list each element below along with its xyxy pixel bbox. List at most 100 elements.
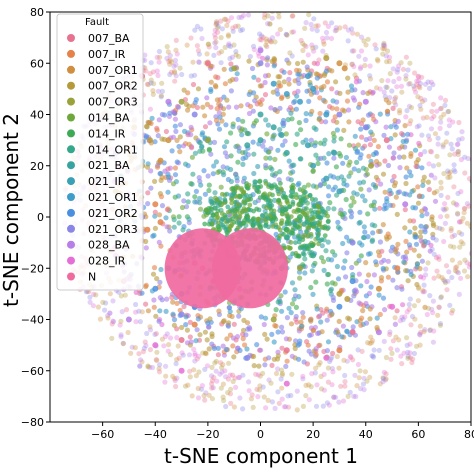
scatter-point bbox=[333, 25, 339, 31]
scatter-point bbox=[327, 104, 333, 110]
scatter-point bbox=[416, 83, 422, 89]
cluster-point bbox=[258, 224, 263, 230]
x-tick-label: 40 bbox=[359, 428, 373, 441]
scatter-point bbox=[347, 389, 353, 395]
cluster-point bbox=[230, 185, 236, 191]
scatter-point bbox=[287, 50, 293, 56]
scatter-point bbox=[250, 43, 257, 49]
scatter-point bbox=[456, 137, 462, 143]
scatter-point bbox=[255, 77, 261, 83]
scatter-point bbox=[371, 151, 377, 158]
series-point-007_IR bbox=[152, 201, 159, 208]
scatter-point bbox=[350, 357, 356, 363]
scatter-point bbox=[177, 134, 183, 140]
scatter-point bbox=[211, 374, 217, 381]
scatter-point bbox=[297, 275, 303, 281]
scatter-point bbox=[361, 224, 367, 230]
scatter-point bbox=[308, 384, 314, 390]
scatter-point bbox=[346, 316, 353, 322]
scatter-point bbox=[455, 151, 461, 158]
scatter-point bbox=[316, 362, 322, 368]
cluster-point bbox=[225, 218, 231, 224]
scatter-point bbox=[143, 343, 149, 349]
scatter-point bbox=[461, 210, 467, 216]
scatter-point bbox=[320, 39, 327, 45]
scatter-point bbox=[236, 53, 242, 60]
scatter-point bbox=[348, 83, 355, 89]
scatter-point bbox=[188, 73, 194, 79]
scatter-point bbox=[232, 375, 238, 381]
scatter-point bbox=[393, 194, 399, 200]
scatter-point bbox=[329, 354, 335, 360]
scatter-point bbox=[286, 76, 292, 82]
scatter-point bbox=[390, 338, 396, 344]
scatter-point bbox=[191, 367, 197, 373]
scatter-point bbox=[380, 222, 386, 228]
scatter-point bbox=[422, 304, 428, 311]
scatter-point bbox=[194, 23, 200, 29]
scatter-point bbox=[322, 99, 328, 105]
scatter-point bbox=[424, 211, 430, 217]
scatter-point bbox=[381, 42, 387, 48]
scatter-point bbox=[283, 363, 289, 369]
series-point-028_IR bbox=[152, 342, 159, 349]
scatter-point bbox=[226, 41, 232, 47]
scatter-point bbox=[143, 133, 149, 139]
scatter-point bbox=[289, 116, 295, 122]
scatter-point bbox=[332, 281, 338, 287]
scatter-point bbox=[370, 89, 376, 95]
scatter-point bbox=[317, 360, 323, 366]
scatter-point bbox=[285, 393, 291, 399]
scatter-point bbox=[207, 65, 214, 71]
scatter-point bbox=[217, 114, 223, 120]
scatter-point bbox=[255, 394, 261, 400]
scatter-point bbox=[156, 239, 162, 245]
scatter-point bbox=[143, 68, 149, 74]
scatter-point bbox=[152, 178, 158, 184]
scatter-point bbox=[320, 35, 326, 41]
cluster-point bbox=[237, 214, 243, 220]
scatter-point bbox=[90, 303, 96, 309]
scatter-point bbox=[260, 370, 266, 376]
cluster-point bbox=[264, 205, 269, 211]
scatter-point bbox=[294, 93, 300, 99]
scatter-point bbox=[174, 335, 180, 341]
scatter-point bbox=[198, 26, 204, 32]
scatter-point bbox=[404, 335, 410, 341]
scatter-point bbox=[405, 131, 411, 137]
y-tick-label: 0 bbox=[37, 211, 44, 224]
scatter-point bbox=[363, 293, 369, 299]
scatter-point bbox=[321, 72, 328, 78]
scatter-point bbox=[197, 195, 203, 202]
scatter-point bbox=[129, 344, 135, 350]
scatter-point bbox=[392, 180, 398, 186]
scatter-point bbox=[399, 361, 405, 367]
scatter-point bbox=[318, 307, 324, 313]
scatter-point bbox=[438, 294, 444, 300]
scatter-point bbox=[270, 133, 276, 139]
scatter-point bbox=[202, 191, 208, 197]
cluster-point bbox=[298, 197, 304, 203]
scatter-point bbox=[357, 368, 363, 374]
scatter-point bbox=[417, 342, 423, 348]
scatter-point bbox=[223, 374, 229, 380]
scatter-point bbox=[450, 200, 457, 206]
scatter-point bbox=[315, 160, 321, 167]
scatter-point bbox=[462, 257, 468, 263]
scatter-point bbox=[210, 171, 216, 177]
scatter-point bbox=[393, 102, 399, 108]
scatter-point bbox=[362, 56, 368, 63]
scatter-point bbox=[342, 258, 348, 264]
scatter-point bbox=[426, 186, 432, 193]
scatter-point bbox=[371, 272, 377, 278]
scatter-point bbox=[331, 155, 337, 161]
scatter-point bbox=[189, 154, 195, 160]
scatter-point bbox=[424, 114, 430, 120]
scatter-point bbox=[375, 228, 382, 234]
scatter-point bbox=[300, 314, 306, 320]
scatter-point bbox=[159, 174, 165, 180]
scatter-point bbox=[405, 67, 411, 73]
scatter-point bbox=[349, 195, 355, 201]
scatter-point bbox=[298, 323, 305, 329]
scatter-point bbox=[418, 274, 424, 280]
